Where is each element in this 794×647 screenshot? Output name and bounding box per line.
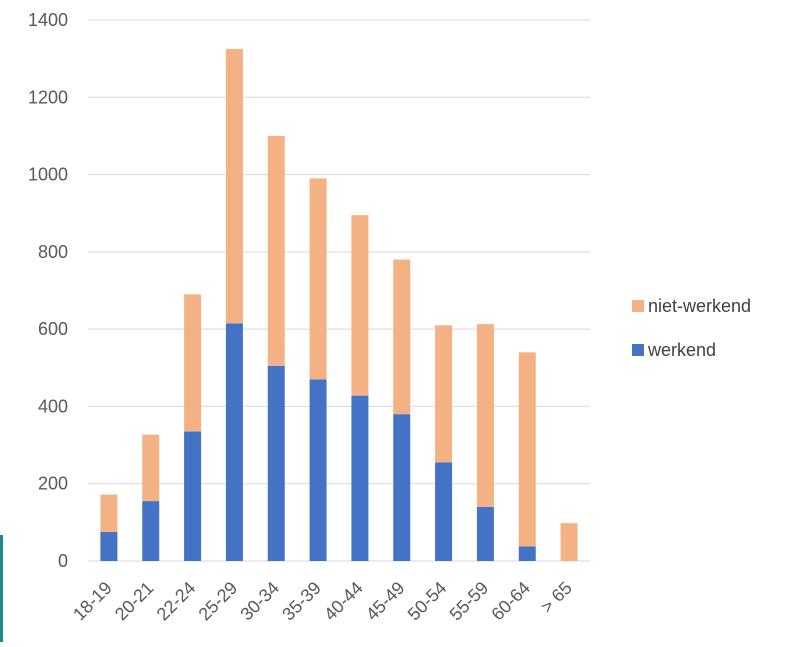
gridlines xyxy=(88,19,590,562)
bar-werkend-35-39 xyxy=(309,379,327,561)
bar-niet-werkend-40-44 xyxy=(351,215,369,396)
bar-niet-werkend-45-49 xyxy=(393,259,411,415)
bar-werkend-50-54 xyxy=(435,462,453,561)
x-tick-label: 22-24 xyxy=(153,578,200,625)
bar-werkend-25-29 xyxy=(225,323,243,561)
y-tick-label: 200 xyxy=(38,474,68,494)
bar-niet-werkend-60-64 xyxy=(518,352,536,547)
bar-werkend-18-19 xyxy=(100,532,118,561)
bar-werkend-40-44 xyxy=(351,395,369,561)
x-tick-label: 18-19 xyxy=(69,578,116,625)
bar-niet-werkend-22-24 xyxy=(184,294,202,432)
y-tick-label: 400 xyxy=(38,396,68,416)
x-tick-label: 60-64 xyxy=(487,578,534,625)
y-axis-tick-labels: 0 200 400 600 800 1000 1200 1400 xyxy=(28,10,68,571)
x-tick-label: 40-44 xyxy=(320,578,367,625)
legend: niet-werkend werkend xyxy=(632,292,751,380)
legend-item-niet-werkend: niet-werkend xyxy=(632,292,751,320)
x-tick-label: 35-39 xyxy=(278,578,325,625)
legend-label-werkend: werkend xyxy=(648,339,717,360)
x-tick-label: 55-59 xyxy=(446,578,493,625)
y-tick-label: 800 xyxy=(38,242,68,262)
x-axis-tick-labels: 18-1920-2122-2425-2930-3435-3940-4445-49… xyxy=(69,578,576,625)
x-tick-label: 50-54 xyxy=(404,578,451,625)
bar-niet-werkend-55-59 xyxy=(476,324,494,507)
x-tick-label: > 65 xyxy=(537,578,576,617)
legend-label-niet-werkend: niet-werkend xyxy=(648,295,752,316)
y-tick-label: 1400 xyxy=(28,10,68,30)
left-edge-accent xyxy=(0,535,3,642)
legend-swatch-werkend xyxy=(632,344,644,356)
bar-werkend-20-21 xyxy=(142,501,160,561)
legend-swatch-niet-werkend xyxy=(632,300,644,312)
bar-werkend-30-34 xyxy=(267,365,285,561)
y-tick-label: 1000 xyxy=(28,165,68,185)
legend-item-werkend: werkend xyxy=(632,336,751,364)
y-tick-label: 600 xyxy=(38,319,68,339)
x-tick-label: 25-29 xyxy=(195,578,242,625)
bar-werkend-55-59 xyxy=(476,506,494,561)
x-tick-label: 30-34 xyxy=(236,578,283,625)
bars xyxy=(100,48,578,561)
bar-niet-werkend-20-21 xyxy=(142,434,160,502)
bar-niet-werkend-18-19 xyxy=(100,494,118,533)
y-tick-label: 0 xyxy=(58,551,68,571)
x-tick-label: 45-49 xyxy=(362,578,409,625)
bar-niet-werkend-50-54 xyxy=(435,325,453,463)
bar-werkend-60-64 xyxy=(518,546,536,561)
bar-werkend-45-49 xyxy=(393,414,411,561)
bar-niet-werkend-30-34 xyxy=(267,135,285,366)
bar-niet-werkend-25-29 xyxy=(225,48,243,324)
x-tick-label: 20-21 xyxy=(111,578,158,625)
bar-niet-werkend--65 xyxy=(560,523,578,561)
bar-werkend-22-24 xyxy=(184,431,202,561)
bar-niet-werkend-35-39 xyxy=(309,178,327,380)
y-tick-label: 1200 xyxy=(28,87,68,107)
